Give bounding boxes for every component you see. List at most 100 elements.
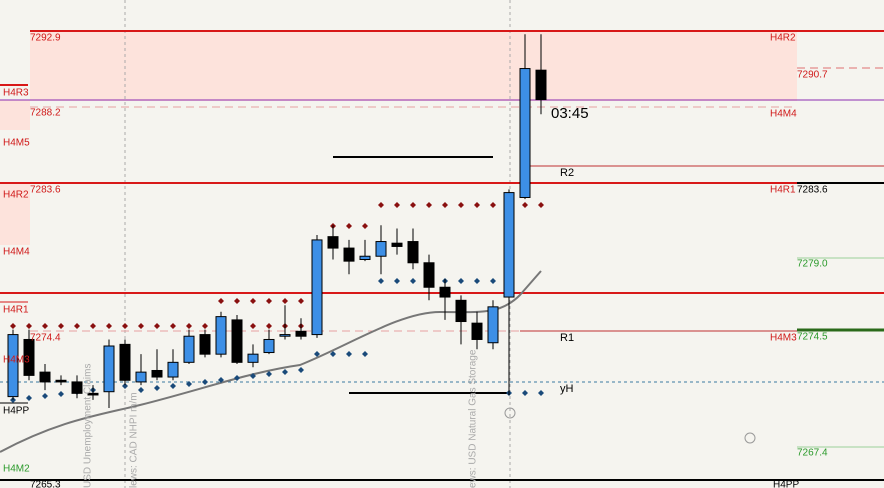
candle-body [503, 192, 515, 298]
signal-dot [186, 381, 192, 387]
signal-dot [474, 278, 480, 284]
right-label: H4PP [773, 480, 799, 488]
right-label: 7274.5 [797, 332, 828, 343]
candle-body [183, 335, 195, 363]
candle-body [247, 353, 259, 363]
news-label: USD Unemployment Claims [83, 364, 94, 488]
signal-dot [538, 390, 544, 396]
candle-body [119, 343, 131, 381]
right-label: H4M4 [770, 109, 797, 120]
left-label: H4R1 [3, 305, 29, 316]
candle-body [375, 241, 387, 257]
candle-timer: 03:45 [551, 105, 589, 122]
left-label: H4R3 [3, 88, 29, 99]
signal-dot [314, 351, 320, 357]
candle-body [439, 286, 451, 298]
pivot-label: yH [560, 383, 574, 395]
signal-dot [266, 371, 272, 377]
right-label: 7267.4 [797, 448, 828, 459]
left-label: H4M3 [3, 355, 30, 366]
candle-body [487, 306, 499, 344]
candle-body [71, 381, 83, 394]
signal-dot [138, 387, 144, 393]
signal-dot [202, 323, 208, 329]
signal-dot [106, 323, 112, 329]
right-label: 7279.0 [797, 259, 828, 270]
signal-dot [282, 298, 288, 304]
signal-dot [58, 391, 64, 397]
signal-dot [58, 323, 64, 329]
signal-dot [10, 323, 16, 329]
signal-dot [442, 202, 448, 208]
left-label: 7292.9 [30, 33, 61, 44]
pivot-label: R1 [560, 332, 574, 344]
signal-dot [250, 323, 256, 329]
left-label: H4M2 [3, 464, 30, 475]
signal-dot [186, 323, 192, 329]
signal-dot [410, 278, 416, 284]
right-label: H4R1 [770, 185, 796, 196]
signal-dot [122, 323, 128, 329]
signal-dot [346, 351, 352, 357]
candle-body [407, 241, 419, 264]
signal-dot [266, 323, 272, 329]
signal-dot [170, 383, 176, 389]
right-label: 7290.7 [797, 70, 828, 81]
signal-dot [522, 202, 528, 208]
candle-body [231, 319, 243, 363]
candle-body [391, 242, 403, 247]
signal-dot [298, 298, 304, 304]
signal-dot [298, 367, 304, 373]
signal-dot [234, 375, 240, 381]
candle-body [135, 371, 147, 383]
candle-body [151, 369, 163, 378]
left-label: 7265.3 [30, 480, 61, 488]
candle-body [7, 334, 19, 398]
signal-dot [202, 379, 208, 385]
zone [0, 183, 30, 245]
signal-dot [490, 202, 496, 208]
candle-body [343, 247, 355, 262]
news-label: lews: CAD NHPI m/m [129, 392, 140, 488]
candle-body [279, 334, 291, 337]
zone [30, 31, 797, 101]
signal-dot [362, 223, 368, 229]
signal-dot [170, 323, 176, 329]
signal-dot [458, 202, 464, 208]
signal-dot [378, 202, 384, 208]
candle-body [311, 239, 323, 336]
right-label: H4R2 [770, 33, 796, 44]
signal-dot [250, 373, 256, 379]
signal-dot [154, 385, 160, 391]
right-label: 7283.6 [797, 185, 828, 196]
signal-dot [394, 202, 400, 208]
signal-dot [282, 369, 288, 375]
left-label: H4M5 [3, 138, 30, 149]
signal-dot [10, 397, 16, 403]
signal-dot [122, 383, 128, 389]
candle-body [471, 322, 483, 340]
signal-dot [26, 323, 32, 329]
candle-body [263, 338, 275, 354]
left-label: 7274.4 [30, 333, 61, 344]
pivot-label: R2 [560, 167, 574, 179]
signal-dot [138, 323, 144, 329]
signal-dot [42, 393, 48, 399]
signal-dot [426, 202, 432, 208]
candle-body [535, 69, 547, 101]
candle-body [423, 262, 435, 288]
candle-body [327, 236, 339, 249]
signal-dot [266, 298, 272, 304]
signal-dot [346, 223, 352, 229]
signal-dot [218, 298, 224, 304]
signal-dot [250, 298, 256, 304]
candle-body [39, 371, 51, 383]
signal-dot [74, 323, 80, 329]
left-label: 7288.2 [30, 108, 61, 119]
signal-dot [458, 278, 464, 284]
candle-body [359, 255, 371, 261]
candle-body [55, 379, 67, 383]
signal-dot [394, 278, 400, 284]
news-label: ews: USD Natural Gas Storage [468, 349, 479, 488]
